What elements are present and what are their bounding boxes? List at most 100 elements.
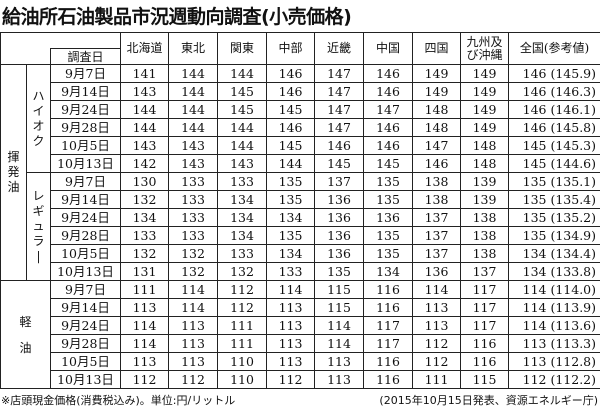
region-value: 133 [120, 226, 170, 245]
table-row: 9月14日 143 144 145 146 147 146 149 149 146 (146.3) [1, 82, 600, 101]
region-value: 117 [460, 280, 510, 299]
table-row: レギュラ | 9月7日 130 133 133 135 137 135 138 139 135 (13… [1, 172, 600, 281]
table-row: 10月5日 113 113 110 113 113 116 112 116 113 (112.8) [1, 352, 600, 371]
row-date: 10月13日 [49, 154, 122, 173]
row-date: 9月24日 [49, 316, 122, 335]
region-value: 111 [217, 334, 268, 353]
region-value: 116 [460, 334, 510, 353]
region-value: 137 [460, 262, 510, 281]
region-value: 137 [412, 244, 462, 263]
region-value: 147 [412, 136, 462, 155]
region-value: 143 [120, 82, 170, 101]
national-value: 145 (144.6) [508, 154, 600, 173]
header-region: 東北 [168, 32, 219, 65]
region-value: 148 [412, 100, 462, 119]
region-value: 114 [168, 298, 219, 317]
region-value: 144 [266, 154, 316, 173]
region-value: 133 [168, 172, 219, 191]
fuel-group-label: 軽油 [0, 280, 51, 389]
region-value: 113 [266, 334, 316, 353]
region-value: 148 [412, 118, 462, 137]
region-value: 146 [363, 136, 414, 155]
region-value: 110 [217, 352, 268, 371]
header-region: 中部 [266, 32, 316, 65]
region-value: 147 [314, 64, 365, 83]
region-value: 144 [120, 100, 170, 119]
region-value: 145 [363, 154, 414, 173]
region-value: 113 [168, 352, 219, 371]
national-value: 113 (112.8) [508, 352, 600, 371]
region-value: 113 [120, 298, 170, 317]
region-value: 116 [363, 280, 414, 299]
region-value: 113 [120, 352, 170, 371]
header-region: 近畿 [314, 32, 365, 65]
region-value: 114 [412, 280, 462, 299]
region-value: 112 [266, 370, 316, 389]
footnote-unit: ※店頭現金価格(消費税込み)。単位:円/リットル [1, 394, 236, 407]
region-value: 144 [168, 118, 219, 137]
national-value: 114 (113.6) [508, 316, 600, 335]
region-value: 149 [412, 82, 462, 101]
region-value: 138 [460, 244, 510, 263]
region-value: 132 [168, 244, 219, 263]
region-value: 136 [314, 244, 365, 263]
row-date: 10月13日 [49, 262, 122, 281]
table-row: 9月28日 133 133 134 135 136 135 137 138 135 (134.9) [1, 226, 600, 245]
region-value: 114 [266, 280, 316, 299]
region-value: 133 [168, 226, 219, 245]
region-value: 145 [266, 136, 316, 155]
region-value: 135 [314, 262, 365, 281]
region-value: 139 [460, 190, 510, 209]
region-value: 147 [314, 100, 365, 119]
header-date: 調査日 [49, 48, 122, 65]
region-value: 117 [363, 334, 414, 353]
region-value: 112 [412, 352, 462, 371]
table-row: 軽油 9月7日 111 114 112 114 115 116 114 117 114 (114.0… [0, 280, 600, 389]
region-value: 133 [217, 172, 268, 191]
table-row: 9月14日 113 114 112 113 115 116 113 117 114 (113.9) [1, 298, 600, 317]
region-value: 135 [266, 172, 316, 191]
region-value: 141 [120, 64, 170, 83]
region-value: 146 [314, 136, 365, 155]
header-blank [0, 48, 51, 65]
row-date: 9月14日 [49, 82, 122, 101]
region-value: 116 [363, 370, 414, 389]
national-value: 146 (146.3) [508, 82, 600, 101]
region-value: 113 [314, 370, 365, 389]
region-value: 149 [460, 64, 510, 83]
row-date: 9月28日 [49, 334, 122, 353]
national-value: 134 (133.8) [508, 262, 600, 281]
header-region: 北海道 [120, 32, 170, 65]
region-value: 130 [120, 172, 170, 191]
price-table: 北海道 東北 関東 中部 近畿 中国 四国 九州及び沖縄 全国(参考値) 調査日揮発油ハイオク 9月… [0, 32, 600, 389]
region-value: 134 [266, 208, 316, 227]
region-value: 135 [266, 190, 316, 209]
national-value: 114 (114.0) [508, 280, 600, 299]
region-value: 114 [314, 316, 365, 335]
region-value: 149 [460, 82, 510, 101]
region-value: 149 [460, 118, 510, 137]
table-row: 10月13日 142 143 143 144 145 145 146 148 145 (144.6… [1, 154, 600, 173]
region-value: 113 [412, 316, 462, 335]
region-value: 144 [168, 64, 219, 83]
region-value: 145 [314, 154, 365, 173]
row-date: 9月24日 [49, 100, 122, 119]
national-value: 146 (145.9) [508, 64, 600, 83]
table-row: 10月5日 143 143 144 145 146 146 147 148 145 (145.3) [1, 136, 600, 155]
region-value: 115 [314, 298, 365, 317]
region-value: 117 [460, 316, 510, 335]
region-value: 143 [120, 136, 170, 155]
table-row: 揮発油ハイオク 9月7日 141 144 144 146 147 146 149 149 146 (… [0, 64, 600, 281]
header-region: 関東 [217, 32, 268, 65]
table-row: 9月24日 114 113 111 113 114 117 113 117 114 (113.6) [1, 316, 600, 335]
region-value: 145 [266, 100, 316, 119]
region-value: 135 [363, 190, 414, 209]
row-date: 9月7日 [49, 64, 122, 83]
region-value: 135 [266, 226, 316, 245]
region-value: 139 [460, 172, 510, 191]
region-value: 134 [266, 244, 316, 263]
region-value: 110 [217, 370, 268, 389]
region-value: 116 [363, 298, 414, 317]
region-value: 144 [217, 64, 268, 83]
region-value: 144 [217, 136, 268, 155]
